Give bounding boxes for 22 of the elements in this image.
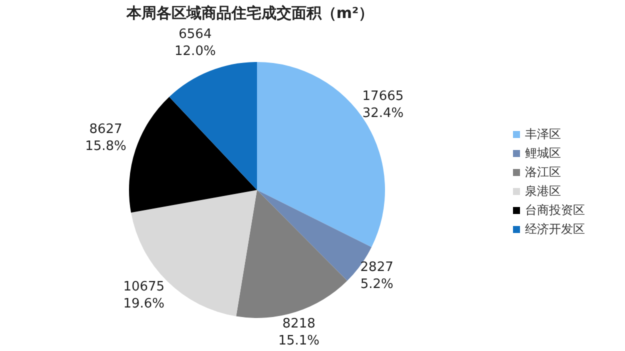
- pie-slice: [169, 62, 257, 190]
- legend-label: 经济开发区: [525, 221, 585, 238]
- legend-label: 鲤城区: [525, 145, 561, 162]
- data-label: 8218 15.1%: [278, 316, 320, 348]
- data-label: 6564 12.0%: [174, 26, 216, 58]
- chart-title: 本周各区域商品住宅成交面积（m²）: [125, 4, 375, 23]
- legend-label: 洛江区: [525, 164, 561, 181]
- pie-slice: [236, 190, 348, 318]
- legend-item: 台商投资区: [513, 201, 585, 220]
- legend-label: 台商投资区: [525, 202, 585, 219]
- legend-item: 洛江区: [513, 163, 585, 182]
- data-label: 17665 32.4%: [362, 88, 404, 120]
- legend-item: 泉港区: [513, 182, 585, 201]
- legend-item: 丰泽区: [513, 125, 585, 144]
- legend-item: 鲤城区: [513, 144, 585, 163]
- pie-slice: [129, 96, 257, 213]
- legend-item: 经济开发区: [513, 220, 585, 239]
- legend-label: 泉港区: [525, 183, 561, 200]
- data-label: 2827 5.2%: [360, 260, 394, 292]
- legend-label: 丰泽区: [525, 126, 561, 143]
- data-label: 8627 15.8%: [85, 121, 126, 154]
- data-label: 10675 19.6%: [123, 279, 165, 312]
